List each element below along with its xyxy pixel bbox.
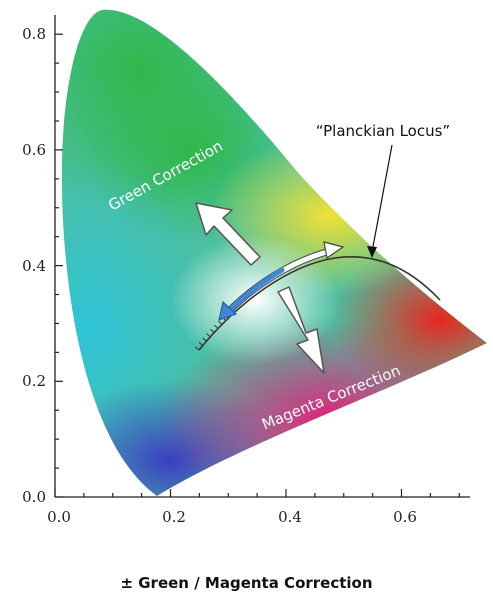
callout-arrowhead-icon — [367, 246, 377, 258]
gamut-region — [61, 9, 487, 496]
locus-hatch — [198, 341, 204, 346]
axis-ticks — [54, 33, 460, 498]
green-correction-arrow — [195, 202, 261, 266]
axes — [54, 15, 470, 498]
locus-hatch — [218, 320, 223, 325]
x-tick-label: 0.6 — [393, 508, 417, 526]
planckian-locus-curve — [198, 256, 441, 351]
x-tick-label: 0.0 — [47, 508, 71, 526]
magenta-correction-arrow — [277, 286, 325, 374]
locus-hatch — [202, 337, 207, 342]
locus-arrow — [218, 241, 345, 321]
y-tick-label: 0.0 — [22, 488, 46, 506]
callout-leader-line — [371, 144, 393, 253]
y-tick-labels: 0.0 0.2 0.4 0.6 0.8 — [22, 25, 46, 506]
locus-hatch — [210, 328, 215, 334]
x-tick-labels: 0.0 0.2 0.4 0.6 — [47, 508, 417, 526]
x-tick-label: 0.2 — [162, 508, 186, 526]
locus-hatch — [214, 324, 219, 329]
arrowhead-left-icon — [218, 300, 238, 321]
locus-hatch — [194, 346, 200, 351]
y-tick-label: 0.4 — [22, 257, 46, 275]
x-tick-label: 0.4 — [278, 508, 302, 526]
arrowhead-right-icon — [323, 241, 345, 260]
y-tick-label: 0.6 — [22, 141, 46, 159]
figure-caption: ± Green / Magenta Correction — [120, 574, 373, 592]
y-tick-label: 0.2 — [22, 372, 46, 390]
planckian-locus-label: “Planckian Locus” — [316, 122, 450, 140]
locus-hatch — [206, 333, 211, 338]
y-tick-label: 0.8 — [22, 25, 46, 43]
